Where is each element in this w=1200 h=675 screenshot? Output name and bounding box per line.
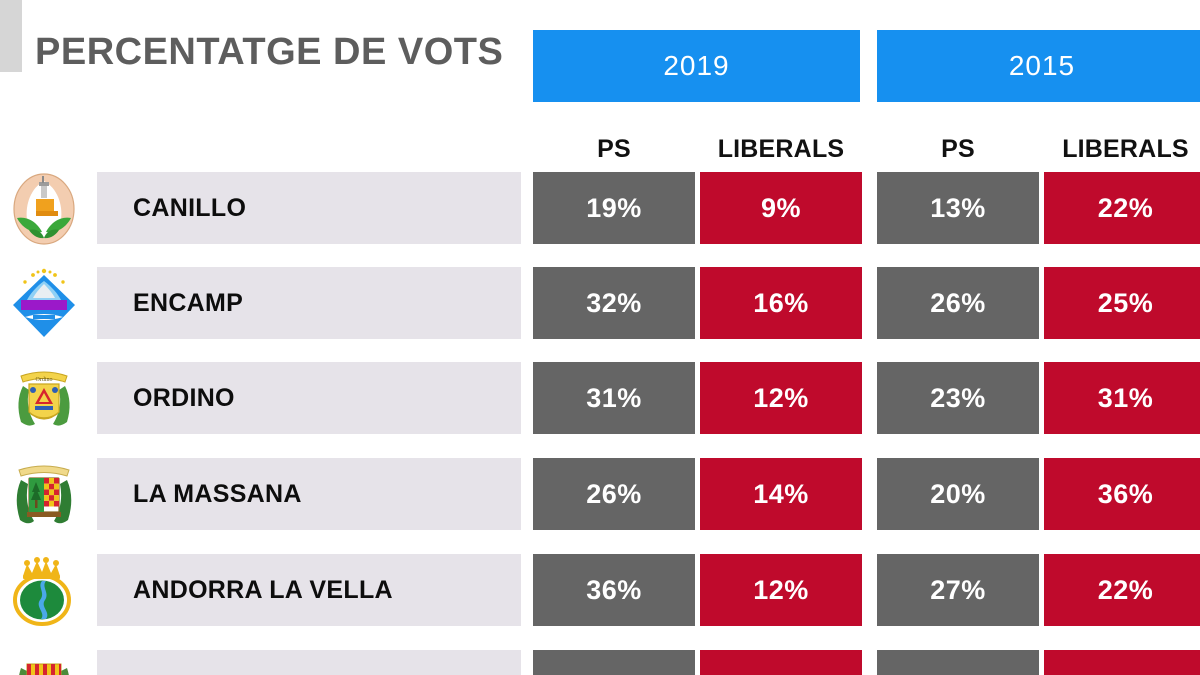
- encamp-coat-of-arms-icon: [4, 265, 84, 343]
- la-massana-coat-of-arms-icon: [4, 456, 84, 534]
- parish-name: ANDORRA LA VELLA: [133, 575, 393, 604]
- table-row: LA MASSANA 26% 14% 20% 36%: [0, 458, 1200, 530]
- table-row: ENCAMP 32% 16% 26% 25%: [0, 267, 1200, 339]
- value-ps-2019: 26%: [533, 458, 695, 530]
- value-ps-2015: 13%: [877, 172, 1039, 244]
- value-ps-2019: 31%: [533, 362, 695, 434]
- parish-name: ENCAMP: [133, 288, 244, 317]
- table-row: ANDORRA LA VELLA 36% 12% 27% 22%: [0, 554, 1200, 626]
- decorative-left-strip: [0, 0, 22, 72]
- value-liberals-2015: 25%: [1044, 267, 1200, 339]
- value-liberals-2019: 12%: [700, 362, 862, 434]
- value-ps-2019: 19%: [533, 172, 695, 244]
- table-row: CANILLO 19% 9% 13% 22%: [0, 172, 1200, 245]
- parish-name-cell: ORDINO: [97, 362, 521, 434]
- value-ps-2015: 26%: [877, 267, 1039, 339]
- value-ps-2015: 20%: [877, 458, 1039, 530]
- table-row: [0, 650, 1200, 675]
- parish-name-cell: ENCAMP: [97, 267, 521, 339]
- year-banner-label: 2019: [663, 50, 730, 81]
- value-liberals-2015: 36%: [1044, 458, 1200, 530]
- value-liberals-2019: 14%: [700, 458, 862, 530]
- year-banner-2015: 2015: [877, 30, 1200, 102]
- column-header-liberals-2019: LIBERALS: [717, 135, 845, 163]
- value-liberals-2015: 22%: [1044, 554, 1200, 626]
- canillo-coat-of-arms-icon: [4, 170, 84, 248]
- value-ps-2015: 27%: [877, 554, 1039, 626]
- year-banner-label: 2015: [1008, 50, 1076, 81]
- svg-text:Ordino: Ordino: [36, 377, 53, 383]
- value-ps-2019: 32%: [533, 267, 695, 339]
- table-row: Ordino ORDINO 31% 12% 23% 31%: [0, 362, 1200, 434]
- value-ps-2019: 36%: [533, 554, 695, 626]
- year-banner-2019: 2019: [533, 30, 860, 102]
- value-liberals-2015: 31%: [1044, 362, 1200, 434]
- value-liberals-2019: 16%: [700, 267, 862, 339]
- value-ps-2015: [877, 650, 1039, 675]
- parish-name: CANILLO: [133, 193, 247, 222]
- value-ps-2019: [533, 650, 695, 675]
- parish-name-cell: ANDORRA LA VELLA: [97, 554, 521, 626]
- column-header-ps-2019: PS: [597, 135, 631, 163]
- column-header-liberals-2015: LIBERALS: [1062, 135, 1189, 163]
- ordino-coat-of-arms-icon: Ordino: [4, 360, 84, 438]
- page-title: PERCENTATGE DE VOTS: [35, 31, 504, 73]
- column-header-ps-2015: PS: [941, 135, 975, 163]
- value-liberals-2019: [700, 650, 862, 675]
- value-liberals-2015: 22%: [1044, 172, 1200, 244]
- parish-name: LA MASSANA: [133, 479, 302, 508]
- parish-name: ORDINO: [133, 383, 235, 412]
- parish-name-cell: LA MASSANA: [97, 458, 521, 530]
- value-liberals-2019: 12%: [700, 554, 862, 626]
- parish-name-cell: CANILLO: [97, 172, 521, 244]
- value-liberals-2015: [1044, 650, 1200, 675]
- value-ps-2015: 23%: [877, 362, 1039, 434]
- parish-name-cell: [97, 650, 521, 675]
- andorra-la-vella-coat-of-arms-icon: [4, 552, 84, 630]
- sant-julia-de-loria-coat-of-arms-icon: [4, 648, 84, 675]
- value-liberals-2019: 9%: [700, 172, 862, 244]
